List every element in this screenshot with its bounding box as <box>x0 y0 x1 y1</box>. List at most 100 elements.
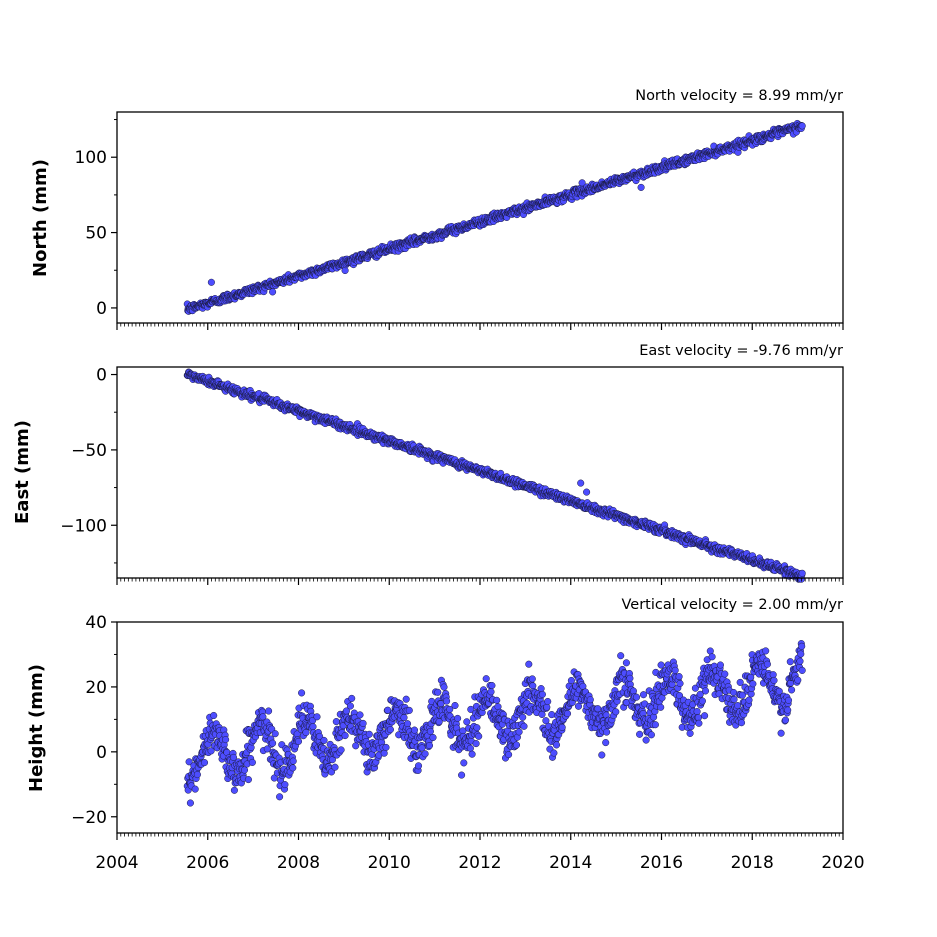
north-data-point <box>269 288 277 296</box>
height-data-point <box>320 736 328 744</box>
height-data-point <box>309 723 317 731</box>
north-panel: North velocity = 8.99 mm/yr North (mm) 0… <box>30 88 844 330</box>
north-y-axis-label: North (mm) <box>30 159 51 277</box>
height-data-point <box>657 703 665 711</box>
height-data-point <box>519 713 527 721</box>
height-x-tick-label: 2010 <box>368 853 411 873</box>
height-data-point <box>544 697 552 706</box>
height-data-point <box>400 714 408 722</box>
height-data-point <box>240 766 249 774</box>
height-data-point <box>443 697 451 705</box>
height-x-tick-label: 2006 <box>186 853 229 873</box>
height-data-point <box>405 706 413 714</box>
height-y-tick-label: −20 <box>71 808 107 828</box>
height-data-point <box>402 695 410 703</box>
height-data-point <box>348 694 356 702</box>
north-plot-frame <box>116 111 844 324</box>
height-data-point <box>289 757 297 765</box>
height-data-point <box>651 721 659 729</box>
east-y-axis-label: East (mm) <box>12 420 33 524</box>
height-data-point <box>716 661 724 669</box>
height-data-point <box>642 736 650 744</box>
height-data-point <box>356 711 364 719</box>
height-data-point <box>603 728 611 736</box>
height-data-point <box>276 793 284 801</box>
north-y-tick-label: 0 <box>96 299 107 319</box>
height-data-point <box>313 713 321 721</box>
height-data-point <box>302 728 310 737</box>
height-data-point <box>512 741 521 749</box>
height-data-point <box>784 696 793 704</box>
height-x-tick-label: 2016 <box>640 853 683 873</box>
height-y-tick-label: 0 <box>96 743 107 763</box>
height-data-point <box>332 718 340 726</box>
north-y-ticks: 0 50 100 <box>75 119 117 319</box>
north-data-point <box>798 122 806 130</box>
height-data-point <box>632 693 641 701</box>
height-data-point <box>563 710 572 718</box>
height-data-point <box>763 660 771 668</box>
height-data-point <box>796 657 804 665</box>
height-data-point <box>222 736 230 744</box>
height-data-point <box>473 724 481 732</box>
height-data-point <box>359 719 367 727</box>
height-data-point <box>426 727 434 735</box>
height-data-point <box>466 744 474 752</box>
north-outlier-point <box>578 179 586 187</box>
height-data-point <box>797 650 805 658</box>
height-data-point <box>745 696 753 704</box>
height-data-point <box>730 695 738 703</box>
height-data-point <box>331 763 339 771</box>
height-data-point <box>558 723 566 731</box>
height-data-point <box>186 799 194 807</box>
height-data-point <box>784 706 792 714</box>
height-data-point <box>639 691 648 699</box>
east-velocity-title: East velocity = -9.76 mm/yr <box>639 343 843 359</box>
height-data-point <box>528 675 536 683</box>
height-data-point <box>421 750 429 758</box>
height-data-point <box>515 728 523 736</box>
height-data-point <box>472 740 480 748</box>
height-data-point <box>352 742 360 750</box>
height-x-tick-label: 2020 <box>821 853 864 873</box>
height-data-point <box>487 688 495 696</box>
height-data-point <box>451 701 459 710</box>
height-data-point <box>468 750 476 758</box>
height-data-point <box>762 647 770 655</box>
height-data-point <box>193 771 201 779</box>
height-data-point <box>586 696 594 704</box>
height-data-point <box>525 660 533 668</box>
height-data-point <box>788 686 796 694</box>
north-y-tick-label: 100 <box>75 148 107 168</box>
height-x-tick-label: 2018 <box>731 853 774 873</box>
height-data-point <box>493 696 501 704</box>
north-outlier-point <box>637 183 645 191</box>
height-data-point <box>602 739 610 747</box>
height-data-point <box>552 741 561 749</box>
height-data-point <box>657 661 665 669</box>
height-data-point <box>269 739 277 747</box>
height-data-point <box>418 744 426 752</box>
east-y-tick-label: 0 <box>96 366 107 386</box>
height-data-point <box>693 708 701 716</box>
height-data-point <box>475 732 483 740</box>
height-data-point <box>686 729 694 737</box>
east-data-point <box>798 569 806 577</box>
vertical-velocity-title: Vertical velocity = 2.00 mm/yr <box>622 597 844 613</box>
height-data-point <box>382 743 390 751</box>
height-data-point <box>341 732 349 740</box>
height-data-point <box>794 676 802 684</box>
height-data-point <box>786 658 794 666</box>
height-data-point <box>482 675 490 683</box>
height-data-point <box>463 718 471 726</box>
height-data-point <box>271 730 279 738</box>
height-data-point <box>386 726 394 734</box>
height-y-tick-label: 40 <box>85 613 107 633</box>
east-y-tick-label: −50 <box>71 441 107 461</box>
height-x-tick-label: 2008 <box>277 853 320 873</box>
height-data-point <box>617 652 625 660</box>
height-data-point <box>230 786 238 794</box>
north-y-tick-label: 50 <box>85 224 107 244</box>
height-data-point <box>520 722 528 730</box>
